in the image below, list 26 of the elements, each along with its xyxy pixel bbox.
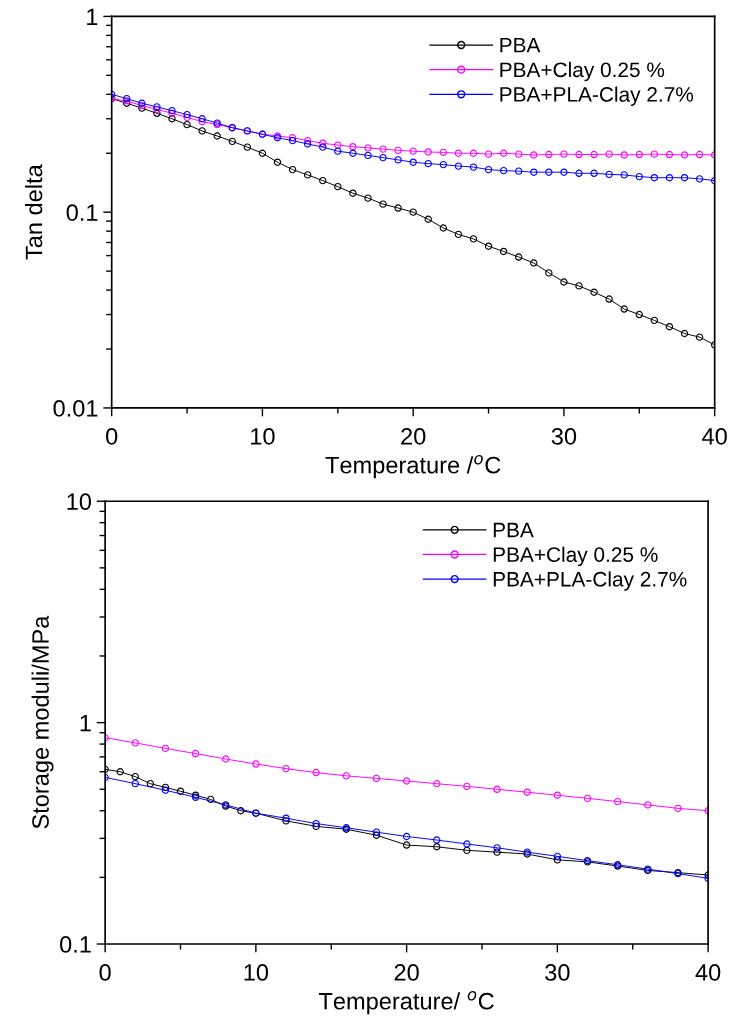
legend-label: PBA+Clay 0.25 % <box>500 61 665 82</box>
legend-label: PBA <box>500 38 541 53</box>
legend-label: PBA+PLA-Clay 2.7% <box>493 571 687 591</box>
legend-label: PBA+PLA-Clay 2.7% <box>500 86 694 106</box>
y-tick-label: 1 <box>80 714 91 732</box>
x-tick-label: 10 <box>251 428 275 445</box>
y-tick-label: 10 <box>67 493 91 511</box>
x-axis-title: Temperature/ $^{o}$C <box>318 991 494 1015</box>
x-tick-label: 0 <box>106 428 118 445</box>
x-tick-label: 40 <box>702 428 727 445</box>
legend-label: PBA+Clay 0.25 % <box>493 546 658 567</box>
x-tick-label: 40 <box>695 964 721 981</box>
y-tick-label: 0.01 <box>53 400 98 417</box>
x-tick-label: 30 <box>545 964 570 981</box>
x-axis-title: Temperature /$^{o}$C <box>325 454 501 479</box>
y-axis-title: Storage moduli/MPa <box>31 615 54 829</box>
y-axis-title: Tan delta <box>24 164 43 260</box>
y-tick-label: 0.1 <box>60 936 91 953</box>
x-tick-label: 30 <box>551 428 577 445</box>
x-tick-label: 10 <box>244 964 269 981</box>
y-tick-label: 1 <box>87 8 98 25</box>
x-tick-label: 20 <box>394 964 419 981</box>
x-tick-label: 20 <box>401 428 426 445</box>
x-tick-label: 0 <box>99 964 111 981</box>
y-tick-label: 0.1 <box>66 204 98 221</box>
legend-label: PBA <box>493 522 534 538</box>
